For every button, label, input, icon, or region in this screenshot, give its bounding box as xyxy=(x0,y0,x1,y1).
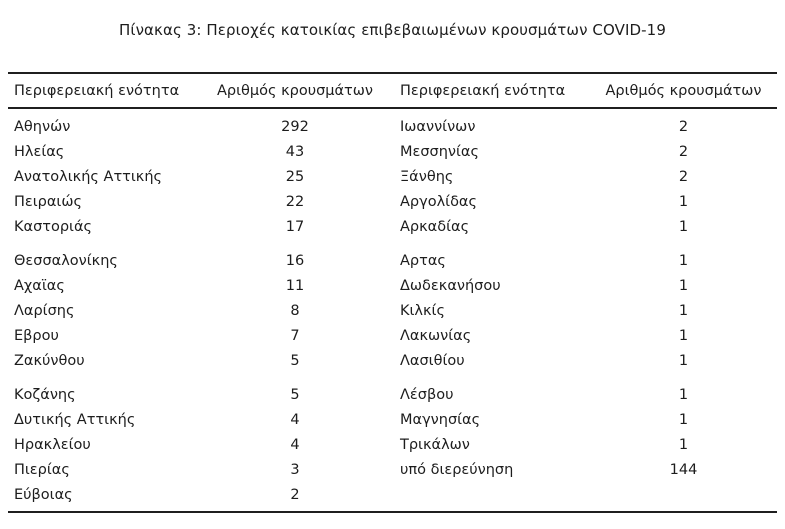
region-cell: Εβρου xyxy=(14,327,59,344)
region-cell: Ηρακλείου xyxy=(14,436,91,453)
header-case-count-left: Αριθμός κρουσμάτων xyxy=(216,82,374,99)
region-cell: Λαρίσης xyxy=(14,302,75,319)
count-cell: 5 xyxy=(290,386,300,403)
region-cell: Πιερίας xyxy=(14,461,70,478)
table-row: Εύβοιας 2 xyxy=(8,482,777,507)
count-cell: 1 xyxy=(678,411,689,428)
table-title: Πίνακας 3: Περιοχές κατοικίας επιβεβαιωμ… xyxy=(119,21,666,39)
region-cell: Κιλκίς xyxy=(400,302,445,319)
table-row: Ηλείας 43 Μεσσηνίας 2 xyxy=(8,139,777,164)
count-cell: 4 xyxy=(290,411,300,428)
header-regional-unit-right: Περιφερειακή ενότητα xyxy=(400,82,566,99)
table-row: Θεσσαλονίκης 16 Αρτας 1 xyxy=(8,248,777,273)
count-cell: 1 xyxy=(678,302,689,319)
table-row: Ζακύνθου 5 Λασιθίου 1 xyxy=(8,348,777,373)
table-row: Πιερίας 3 υπό διερεύνηση 144 xyxy=(8,457,777,482)
count-cell: 3 xyxy=(290,461,300,478)
region-cell: Τρικάλων xyxy=(400,436,470,453)
table-row: Αχαϊας 11 Δωδεκανήσου 1 xyxy=(8,273,777,298)
count-cell: 1 xyxy=(678,386,689,403)
region-cell: Ζακύνθου xyxy=(14,352,85,369)
region-cell: Πειραιώς xyxy=(14,193,82,210)
count-cell: 2 xyxy=(290,486,300,503)
count-cell: 1 xyxy=(678,252,689,269)
region-cell: Ηλείας xyxy=(14,143,65,160)
table-row: Καστοριάς 17 Αρκαδίας 1 xyxy=(8,214,777,239)
table-row: Αθηνών 292 Ιωαννίνων 2 xyxy=(8,114,777,139)
count-cell: 1 xyxy=(678,218,689,235)
count-cell: 16 xyxy=(285,252,305,269)
region-cell: Κοζάνης xyxy=(14,386,76,403)
region-cell: Αχαϊας xyxy=(14,277,65,294)
header-case-count-right: Αριθμός κρουσμάτων xyxy=(605,82,762,99)
region-cell: Αθηνών xyxy=(14,118,71,135)
count-cell: 1 xyxy=(678,327,689,344)
count-cell: 1 xyxy=(678,436,689,453)
count-cell: 22 xyxy=(285,193,305,210)
count-cell: 7 xyxy=(290,327,300,344)
count-cell: 2 xyxy=(678,143,689,160)
region-cell: Λασιθίου xyxy=(400,352,465,369)
table-row: Ηρακλείου 4 Τρικάλων 1 xyxy=(8,432,777,457)
table-row: Εβρου 7 Λακωνίας 1 xyxy=(8,323,777,348)
region-cell: Καστοριάς xyxy=(14,218,93,235)
region-cell: Μαγνησίας xyxy=(400,411,481,428)
count-cell: 8 xyxy=(290,302,300,319)
table-body: Αθηνών 292 Ιωαννίνων 2 Ηλείας 43 Μεσσηνί… xyxy=(8,109,777,511)
count-cell: 4 xyxy=(290,436,300,453)
region-cell: Αρτας xyxy=(400,252,446,269)
region-cell: Ιωαννίνων xyxy=(400,118,476,135)
table-row: Πειραιώς 22 Αργολίδας 1 xyxy=(8,189,777,214)
table-row: Λαρίσης 8 Κιλκίς 1 xyxy=(8,298,777,323)
region-cell: Μεσσηνίας xyxy=(400,143,479,160)
table-header-row: Περιφερειακή ενότητα Αριθμός κρουσμάτων … xyxy=(8,74,777,109)
count-cell: 5 xyxy=(290,352,300,369)
count-cell: 17 xyxy=(285,218,305,235)
region-cell: υπό διερεύνηση xyxy=(400,461,514,478)
count-cell: 144 xyxy=(669,461,698,478)
count-cell: 25 xyxy=(285,168,305,185)
table-row: Δυτικής Αττικής 4 Μαγνησίας 1 xyxy=(8,407,777,432)
covid-regions-table: Περιφερειακή ενότητα Αριθμός κρουσμάτων … xyxy=(8,72,777,513)
region-cell: Αρκαδίας xyxy=(400,218,470,235)
region-cell: Ανατολικής Αττικής xyxy=(14,168,163,185)
region-cell: Αργολίδας xyxy=(400,193,478,210)
region-cell: Δυτικής Αττικής xyxy=(14,411,136,428)
header-regional-unit-left: Περιφερειακή ενότητα xyxy=(14,82,180,99)
region-cell: Εύβοιας xyxy=(14,486,73,503)
count-cell: 1 xyxy=(678,193,689,210)
region-cell: Θεσσαλονίκης xyxy=(14,252,118,269)
region-cell: Λέσβου xyxy=(400,386,454,403)
count-cell: 1 xyxy=(678,352,689,369)
region-cell: Ξάνθης xyxy=(400,168,454,185)
count-cell: 292 xyxy=(281,118,309,135)
region-cell: Δωδεκανήσου xyxy=(400,277,501,294)
count-cell: 1 xyxy=(678,277,689,294)
table-row: Ανατολικής Αττικής 25 Ξάνθης 2 xyxy=(8,164,777,189)
region-cell: Λακωνίας xyxy=(400,327,472,344)
count-cell: 11 xyxy=(285,277,305,294)
table-row: Κοζάνης 5 Λέσβου 1 xyxy=(8,382,777,407)
count-cell: 2 xyxy=(678,168,689,185)
count-cell: 43 xyxy=(285,143,305,160)
count-cell: 2 xyxy=(678,118,689,135)
